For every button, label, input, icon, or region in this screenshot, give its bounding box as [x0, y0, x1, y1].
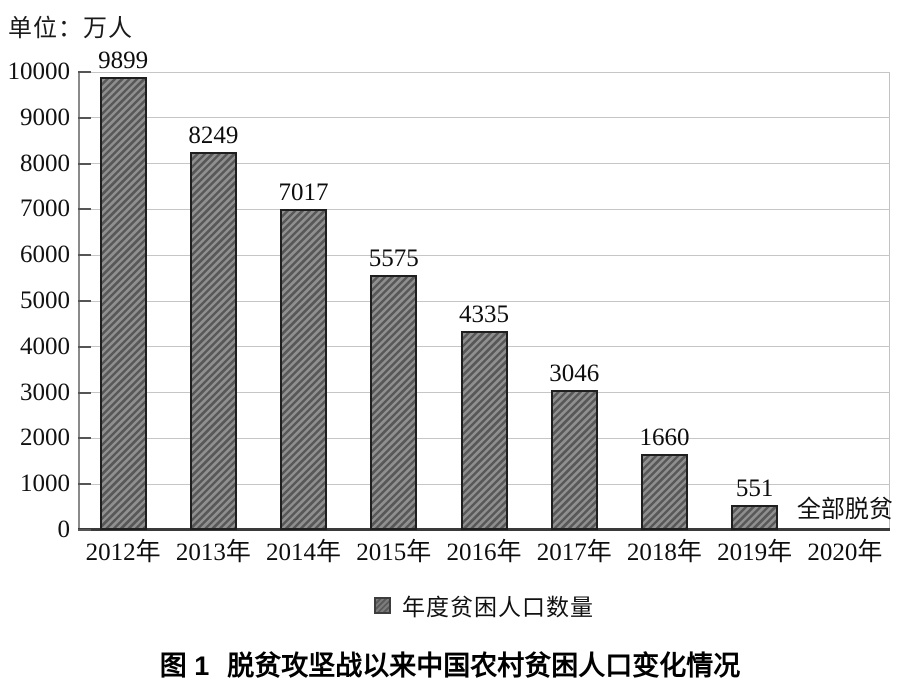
bar-value-2012年: 9899: [98, 46, 149, 74]
bar-2013年: [189, 152, 237, 530]
x-axis-label-2013年: 2013年: [175, 539, 251, 566]
x-axis-label-2017年: 2017年: [536, 539, 612, 566]
legend-label: 年度贫困人口数量: [402, 595, 594, 620]
annotation-全部脱贫: 全部脱贫: [796, 497, 893, 523]
y-axis-label-8000: 8000: [20, 149, 70, 177]
legend-swatch-icon: [374, 596, 391, 614]
y-axis-label-5000: 5000: [20, 287, 70, 314]
y-axis-tick-1000: [78, 483, 91, 486]
x-axis-label-2015年: 2015年: [356, 539, 432, 566]
bar-2012年: [99, 76, 147, 530]
y-axis-label-1000: 1000: [20, 470, 70, 498]
y-axis-tick-8000: [78, 162, 91, 165]
y-axis-unit-label: 单位：万人: [8, 16, 133, 42]
x-axis-label-2016年: 2016年: [446, 539, 522, 566]
y-axis-label-6000: 6000: [20, 241, 70, 269]
bar-2017年: [550, 390, 598, 530]
legend: 年度贫困人口数量: [78, 588, 890, 622]
y-axis-tick-2000: [78, 437, 91, 440]
y-axis-label-7000: 7000: [20, 195, 70, 223]
gridline-9000: [80, 117, 890, 119]
x-axis-label-2020年: 2020年: [807, 539, 883, 566]
bar-2015年: [370, 274, 418, 530]
bar-value-2015年: 5575: [368, 244, 419, 272]
bar-value-2014年: 7017: [278, 178, 329, 206]
gridline-6000: [80, 254, 890, 256]
y-axis-label-0: 0: [57, 516, 71, 543]
gridline-10000: [80, 71, 890, 73]
y-axis-tick-10000: [78, 71, 91, 73]
y-axis-tick-7000: [78, 208, 91, 211]
y-axis-tick-5000: [78, 300, 91, 302]
bar-value-2019年: 551: [735, 474, 774, 502]
y-axis-tick-9000: [78, 116, 91, 119]
gridline-7000: [80, 208, 890, 210]
bar-2019年: [731, 504, 779, 530]
y-axis-label-2000: 2000: [20, 424, 70, 452]
y-axis-label-3000: 3000: [20, 378, 70, 406]
bar-2014年: [280, 208, 328, 530]
y-axis-label-9000: 9000: [20, 103, 70, 131]
bar-value-2017年: 3046: [549, 360, 600, 388]
y-axis-tick-6000: [78, 254, 91, 257]
y-axis-tick-3000: [78, 391, 91, 394]
bar-value-2016年: 4335: [459, 301, 509, 329]
x-axis-label-2019年: 2019年: [717, 539, 793, 566]
bar-2018年: [640, 453, 688, 530]
bar-2016年: [460, 331, 508, 530]
y-axis-label-10000: 10000: [7, 58, 71, 85]
x-axis-label-2014年: 2014年: [266, 539, 342, 566]
y-axis-label-4000: 4000: [20, 332, 70, 360]
gridline-5000: [80, 300, 890, 302]
bar-value-2013年: 8249: [188, 122, 239, 150]
x-axis-label-2018年: 2018年: [626, 539, 702, 566]
plot-area: 0 1000 2000 3000 4000 5000 6000 7000 8000 9000 100…: [8, 47, 893, 566]
caption-text: 脱贫攻坚战以来中国农村贫困人口变化情况: [227, 651, 741, 681]
y-axis-tick-0: [78, 529, 91, 531]
gridline-8000: [80, 163, 890, 165]
bar-value-2018年: 1660: [639, 423, 690, 451]
figure-caption: 图 1 脱贫攻坚战以来中国农村贫困人口变化情况: [0, 644, 900, 683]
y-axis-tick-4000: [78, 345, 91, 348]
caption-number: 图 1: [159, 651, 210, 681]
x-axis-label-2012年: 2012年: [85, 539, 161, 566]
